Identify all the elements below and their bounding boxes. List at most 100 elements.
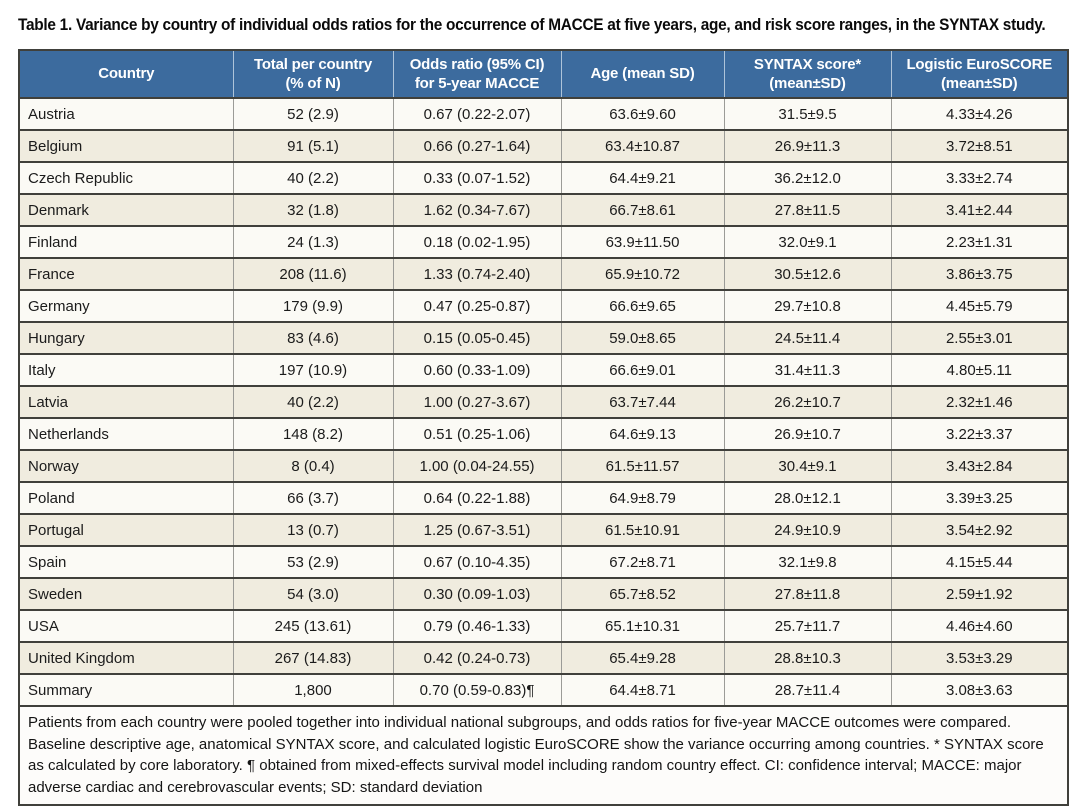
footnote-row: Patients from each country were pooled t…	[19, 705, 1068, 805]
column-header-euroscore: Logistic EuroSCORE (mean±SD)	[890, 50, 1069, 99]
value-cell: 63.7±7.44	[560, 385, 725, 419]
value-cell: 24.9±10.9	[723, 513, 892, 547]
value-cell: 179 (9.9)	[232, 289, 394, 323]
value-cell: 0.33 (0.07-1.52)	[392, 161, 562, 195]
value-cell: 66.6±9.65	[560, 289, 725, 323]
table-row: Austria 52 (2.9) 0.67 (0.22-2.07) 63.6±9.60…	[18, 97, 1069, 131]
value-cell: 4.46±4.60	[890, 609, 1069, 643]
country-cell: Germany	[18, 289, 234, 323]
value-cell: 0.64 (0.22-1.88)	[392, 481, 562, 515]
value-cell: 26.9±11.3	[723, 129, 892, 163]
country-cell: Sweden	[18, 577, 234, 611]
value-cell: 31.5±9.5	[723, 97, 892, 131]
value-cell: 0.79 (0.46-1.33)	[392, 609, 562, 643]
value-cell: 25.7±11.7	[723, 609, 892, 643]
value-cell: 3.43±2.84	[890, 449, 1069, 483]
column-header-age: Age (mean SD)	[560, 50, 725, 99]
value-cell: 64.4±9.21	[560, 161, 725, 195]
value-cell: 13 (0.7)	[232, 513, 394, 547]
table-row: France 208 (11.6) 1.33 (0.74-2.40) 65.9±10.…	[18, 257, 1069, 291]
value-cell: 66.6±9.01	[560, 353, 725, 387]
value-cell: 3.33±2.74	[890, 161, 1069, 195]
value-cell: 29.7±10.8	[723, 289, 892, 323]
country-cell: France	[18, 257, 234, 291]
value-cell: 30.4±9.1	[723, 449, 892, 483]
value-cell: 59.0±8.65	[560, 321, 725, 355]
value-cell: 0.30 (0.09-1.03)	[392, 577, 562, 611]
table-row: Netherlands 148 (8.2) 0.51 (0.25-1.06) 64.6…	[18, 417, 1069, 451]
value-cell: 0.18 (0.02-1.95)	[392, 225, 562, 259]
country-cell: Italy	[18, 353, 234, 387]
value-cell: 26.2±10.7	[723, 385, 892, 419]
value-cell: 0.67 (0.22-2.07)	[392, 97, 562, 131]
country-cell: Norway	[18, 449, 234, 483]
value-cell: 27.8±11.8	[723, 577, 892, 611]
value-cell: 63.4±10.87	[560, 129, 725, 163]
value-cell: 61.5±10.91	[560, 513, 725, 547]
table-row: Summary 1,800 0.70 (0.59-0.83)¶ 64.4±8.71 28…	[18, 673, 1069, 707]
value-cell: 30.5±12.6	[723, 257, 892, 291]
value-cell: 8 (0.4)	[232, 449, 394, 483]
value-cell: 1.62 (0.34-7.67)	[392, 193, 562, 227]
value-cell: 65.1±10.31	[560, 609, 725, 643]
value-cell: 54 (3.0)	[232, 577, 394, 611]
table-row: Belgium 91 (5.1) 0.66 (0.27-1.64) 63.4±10.8…	[18, 129, 1069, 163]
value-cell: 2.59±1.92	[890, 577, 1069, 611]
value-cell: 28.7±11.4	[723, 673, 892, 707]
value-cell: 63.6±9.60	[560, 97, 725, 131]
value-cell: 2.23±1.31	[890, 225, 1069, 259]
value-cell: 91 (5.1)	[232, 129, 394, 163]
column-header-total: Total per country (% of N)	[232, 50, 394, 99]
value-cell: 67.2±8.71	[560, 545, 725, 579]
value-cell: 0.47 (0.25-0.87)	[392, 289, 562, 323]
value-cell: 61.5±11.57	[560, 449, 725, 483]
table-row: Finland 24 (1.3) 0.18 (0.02-1.95) 63.9±11.5…	[18, 225, 1069, 259]
value-cell: 32 (1.8)	[232, 193, 394, 227]
column-header-country: Country	[18, 50, 234, 99]
value-cell: 148 (8.2)	[232, 417, 394, 451]
value-cell: 0.67 (0.10-4.35)	[392, 545, 562, 579]
value-cell: 4.80±5.11	[890, 353, 1069, 387]
value-cell: 3.86±3.75	[890, 257, 1069, 291]
table-row: Portugal 13 (0.7) 1.25 (0.67-3.51) 61.5±10.…	[18, 513, 1069, 547]
table-row: Hungary 83 (4.6) 0.15 (0.05-0.45) 59.0±8.65…	[18, 321, 1069, 355]
value-cell: 3.41±2.44	[890, 193, 1069, 227]
value-cell: 3.72±8.51	[890, 129, 1069, 163]
country-cell: Netherlands	[18, 417, 234, 451]
value-cell: 40 (2.2)	[232, 161, 394, 195]
table-row: Poland 66 (3.7) 0.64 (0.22-1.88) 64.9±8.79 2…	[18, 481, 1069, 515]
column-header-syntax-score: SYNTAX score* (mean±SD)	[723, 50, 892, 99]
country-cell: USA	[18, 609, 234, 643]
value-cell: 4.45±5.79	[890, 289, 1069, 323]
value-cell: 0.15 (0.05-0.45)	[392, 321, 562, 355]
country-cell: Belgium	[18, 129, 234, 163]
value-cell: 66 (3.7)	[232, 481, 394, 515]
country-cell: Portugal	[18, 513, 234, 547]
value-cell: 0.42 (0.24-0.73)	[392, 641, 562, 675]
value-cell: 53 (2.9)	[232, 545, 394, 579]
value-cell: 4.33±4.26	[890, 97, 1069, 131]
table-row: Germany 179 (9.9) 0.47 (0.25-0.87) 66.6±9.6…	[18, 289, 1069, 323]
value-cell: 3.39±3.25	[890, 481, 1069, 515]
value-cell: 1.00 (0.04-24.55)	[392, 449, 562, 483]
value-cell: 28.0±12.1	[723, 481, 892, 515]
table-row: Italy 197 (10.9) 0.60 (0.33-1.09) 66.6±9.01…	[18, 353, 1069, 387]
value-cell: 4.15±5.44	[890, 545, 1069, 579]
country-cell: Spain	[18, 545, 234, 579]
value-cell: 3.22±3.37	[890, 417, 1069, 451]
header-row: Country Total per country (% of N) Odds …	[18, 50, 1069, 99]
value-cell: 66.7±8.61	[560, 193, 725, 227]
value-cell: 32.0±9.1	[723, 225, 892, 259]
country-cell: Czech Republic	[18, 161, 234, 195]
table-row: USA 245 (13.61) 0.79 (0.46-1.33) 65.1±10.31…	[18, 609, 1069, 643]
value-cell: 1,800	[232, 673, 394, 707]
value-cell: 0.51 (0.25-1.06)	[392, 417, 562, 451]
value-cell: 1.33 (0.74-2.40)	[392, 257, 562, 291]
country-cell: Austria	[18, 97, 234, 131]
table-title: Table 1. Variance by country of individu…	[18, 15, 1046, 34]
value-cell: 245 (13.61)	[232, 609, 394, 643]
value-cell: 40 (2.2)	[232, 385, 394, 419]
value-cell: 31.4±11.3	[723, 353, 892, 387]
table-row: United Kingdom 267 (14.83) 0.42 (0.24-0.73…	[18, 641, 1069, 675]
